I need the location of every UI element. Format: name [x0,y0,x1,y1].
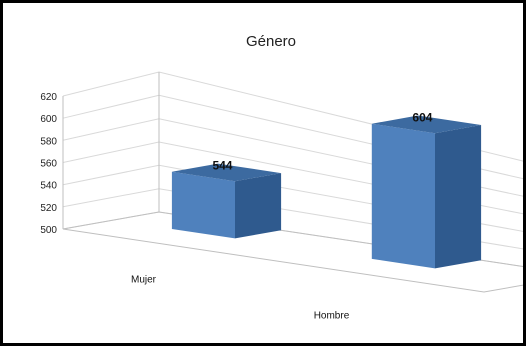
floor-outline [62,211,523,293]
bar-side-face [235,173,282,239]
bar-front-face [171,171,235,239]
bar-top-face [371,115,482,134]
y-tick-label-520: 520 [40,203,57,214]
y-tick-label-620: 620 [40,92,57,103]
y-tick-label-540: 540 [40,181,57,192]
category-label-hombre: Hombre [314,310,350,321]
bars [171,115,482,269]
data-label-hombre: 604 [412,110,432,124]
y-tick-label-500: 500 [40,225,57,236]
bar-top-face [171,163,282,182]
y-tick-label-600: 600 [40,114,57,125]
bar-side-face [435,125,482,269]
chart-canvas: Género 500 520 540 560 580 600 620 544 604 Muje… [40,33,523,322]
chart-title: Género [246,33,296,50]
data-label-mujer: 544 [212,158,232,172]
category-labels: Mujer Hombre [131,275,350,322]
category-label-mujer: Mujer [131,275,157,286]
chart-floor [62,72,523,293]
y-axis-tick-labels: 500 520 540 560 580 600 620 [40,92,57,236]
bar-mujer [171,163,282,239]
data-labels: 544 604 [212,110,432,172]
bar-hombre [371,115,482,269]
bar-front-face [371,123,435,269]
y-tick-label-560: 560 [40,159,57,170]
y-tick-label-580: 580 [40,136,57,147]
